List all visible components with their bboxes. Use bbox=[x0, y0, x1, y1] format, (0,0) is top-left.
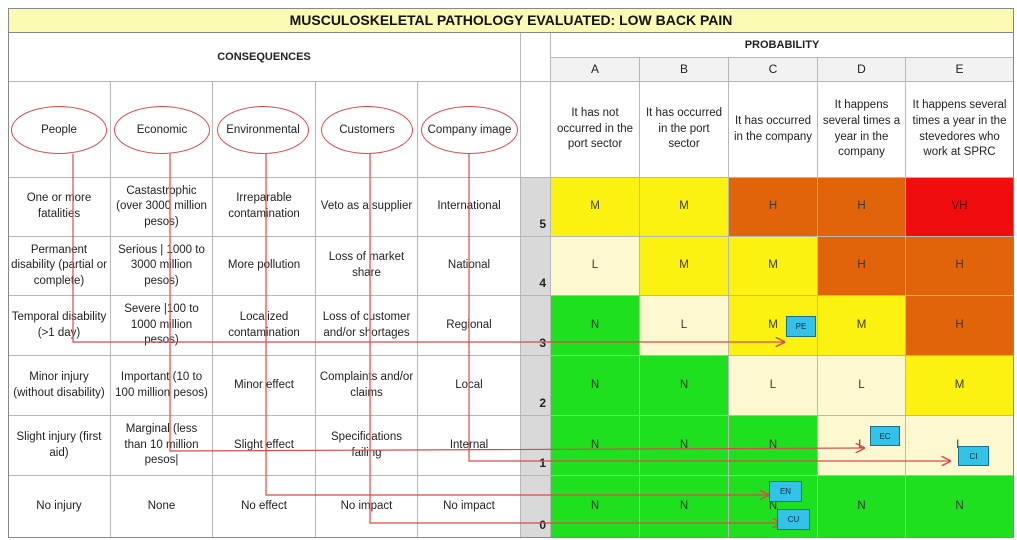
consequence-cell: Serious | 1000 to 3000 million pesos) bbox=[111, 237, 213, 296]
consequence-cell: Marginal (less than 10 million pesos| bbox=[111, 416, 213, 476]
marker-en: EN bbox=[769, 481, 802, 502]
level-number: 0 bbox=[521, 476, 551, 538]
probability-description-A: It has not occurred in the port sector bbox=[551, 82, 640, 178]
rating-cell: L bbox=[640, 296, 729, 356]
probability-letter-A: A bbox=[551, 58, 640, 82]
category-oval-company-image: Company image bbox=[421, 106, 518, 154]
rating-cell: M bbox=[551, 178, 640, 237]
consequence-cell: Temporal disability (>1 day) bbox=[8, 296, 111, 356]
consequence-cell: No impact bbox=[316, 476, 418, 538]
rating-cell: N bbox=[818, 476, 906, 538]
probability-description-C: It has occurred in the company bbox=[729, 82, 818, 178]
level-column-blank bbox=[521, 82, 551, 178]
rating-cell: H bbox=[906, 237, 1014, 296]
level-number: 3 bbox=[521, 296, 551, 356]
probability-description-B: It has occurred in the port sector bbox=[640, 82, 729, 178]
marker-ci: CI bbox=[958, 446, 989, 466]
consequence-cell: Localized contamination bbox=[213, 296, 316, 356]
category-oval-customers: Customers bbox=[321, 106, 413, 154]
consequence-cell: International bbox=[418, 178, 521, 237]
rating-cell: M bbox=[640, 237, 729, 296]
rating-cell: L bbox=[551, 237, 640, 296]
rating-cell: N bbox=[551, 296, 640, 356]
consequence-cell: Slight effect bbox=[213, 416, 316, 476]
consequence-cell: National bbox=[418, 237, 521, 296]
rating-cell: H bbox=[818, 237, 906, 296]
level-number: 5 bbox=[521, 178, 551, 237]
consequence-cell: Veto as a supplier bbox=[316, 178, 418, 237]
rating-cell: H bbox=[818, 178, 906, 237]
rating-cell: N bbox=[551, 356, 640, 416]
consequence-cell: Slight injury (first aid) bbox=[8, 416, 111, 476]
rating-cell: M bbox=[818, 296, 906, 356]
consequence-cell: Important (10 to 100 million pesos) bbox=[111, 356, 213, 416]
probability-letter-B: B bbox=[640, 58, 729, 82]
rating-cell: N bbox=[640, 416, 729, 476]
level-header-blank bbox=[521, 33, 551, 82]
probability-letter-E: E bbox=[906, 58, 1014, 82]
rating-cell: H bbox=[729, 178, 818, 237]
probability-letter-D: D bbox=[818, 58, 906, 82]
rating-cell: M bbox=[729, 237, 818, 296]
probability-description-E: It happens several times a year in the s… bbox=[906, 82, 1014, 178]
marker-ec: EC bbox=[870, 426, 900, 446]
category-cell bbox=[8, 82, 111, 178]
probability-letter-C: C bbox=[729, 58, 818, 82]
marker-pe: PE bbox=[786, 316, 816, 337]
consequence-cell: No injury bbox=[8, 476, 111, 538]
consequence-cell: Minor effect bbox=[213, 356, 316, 416]
consequence-cell: Minor injury (without disability) bbox=[8, 356, 111, 416]
rating-cell: L bbox=[729, 356, 818, 416]
rating-cell: L bbox=[818, 356, 906, 416]
level-number: 1 bbox=[521, 416, 551, 476]
rating-cell: M bbox=[640, 178, 729, 237]
consequence-cell: Complaints and/or claims bbox=[316, 356, 418, 416]
rating-cell: VH bbox=[906, 178, 1014, 237]
rating-cell: N bbox=[906, 476, 1014, 538]
probability-header: PROBABILITY bbox=[551, 33, 1014, 58]
rating-cell: N bbox=[551, 416, 640, 476]
consequence-cell: Regional bbox=[418, 296, 521, 356]
consequence-cell: Severe |100 to 1000 million pesos) bbox=[111, 296, 213, 356]
category-oval-economic: Economic bbox=[114, 106, 210, 154]
rating-cell: N bbox=[640, 356, 729, 416]
consequences-header: CONSEQUENCES bbox=[8, 33, 521, 82]
consequence-cell: Specifications failing bbox=[316, 416, 418, 476]
matrix-title: MUSCULOSKELETAL PATHOLOGY EVALUATED: LOW… bbox=[8, 8, 1014, 33]
consequence-cell: Castastrophic (over 3000 million pesos) bbox=[111, 178, 213, 237]
consequence-cell: Local bbox=[418, 356, 521, 416]
risk-matrix: MUSCULOSKELETAL PATHOLOGY EVALUATED: LOW… bbox=[8, 8, 1014, 538]
consequence-cell: Internal bbox=[418, 416, 521, 476]
rating-cell: M bbox=[906, 356, 1014, 416]
rating-cell: N bbox=[729, 416, 818, 476]
consequence-cell: More pollution bbox=[213, 237, 316, 296]
consequence-cell: Permanent disability (partial or complet… bbox=[8, 237, 111, 296]
level-number: 4 bbox=[521, 237, 551, 296]
consequence-cell: Irreparable contamination bbox=[213, 178, 316, 237]
rating-cell: N bbox=[551, 476, 640, 538]
consequence-cell: No effect bbox=[213, 476, 316, 538]
category-oval-environmental: Environmental bbox=[217, 106, 309, 154]
consequence-cell: Loss of market share bbox=[316, 237, 418, 296]
consequence-cell: None bbox=[111, 476, 213, 538]
category-oval-people: People bbox=[11, 106, 107, 154]
rating-cell: H bbox=[906, 296, 1014, 356]
consequence-cell: One or more fatalities bbox=[8, 178, 111, 237]
level-number: 2 bbox=[521, 356, 551, 416]
consequence-cell: Loss of customer and/or shortages bbox=[316, 296, 418, 356]
consequence-cell: No impact bbox=[418, 476, 521, 538]
rating-cell: L bbox=[818, 416, 906, 476]
probability-description-D: It happens several times a year in the c… bbox=[818, 82, 906, 178]
rating-cell: N bbox=[640, 476, 729, 538]
marker-cu: CU bbox=[777, 509, 810, 530]
